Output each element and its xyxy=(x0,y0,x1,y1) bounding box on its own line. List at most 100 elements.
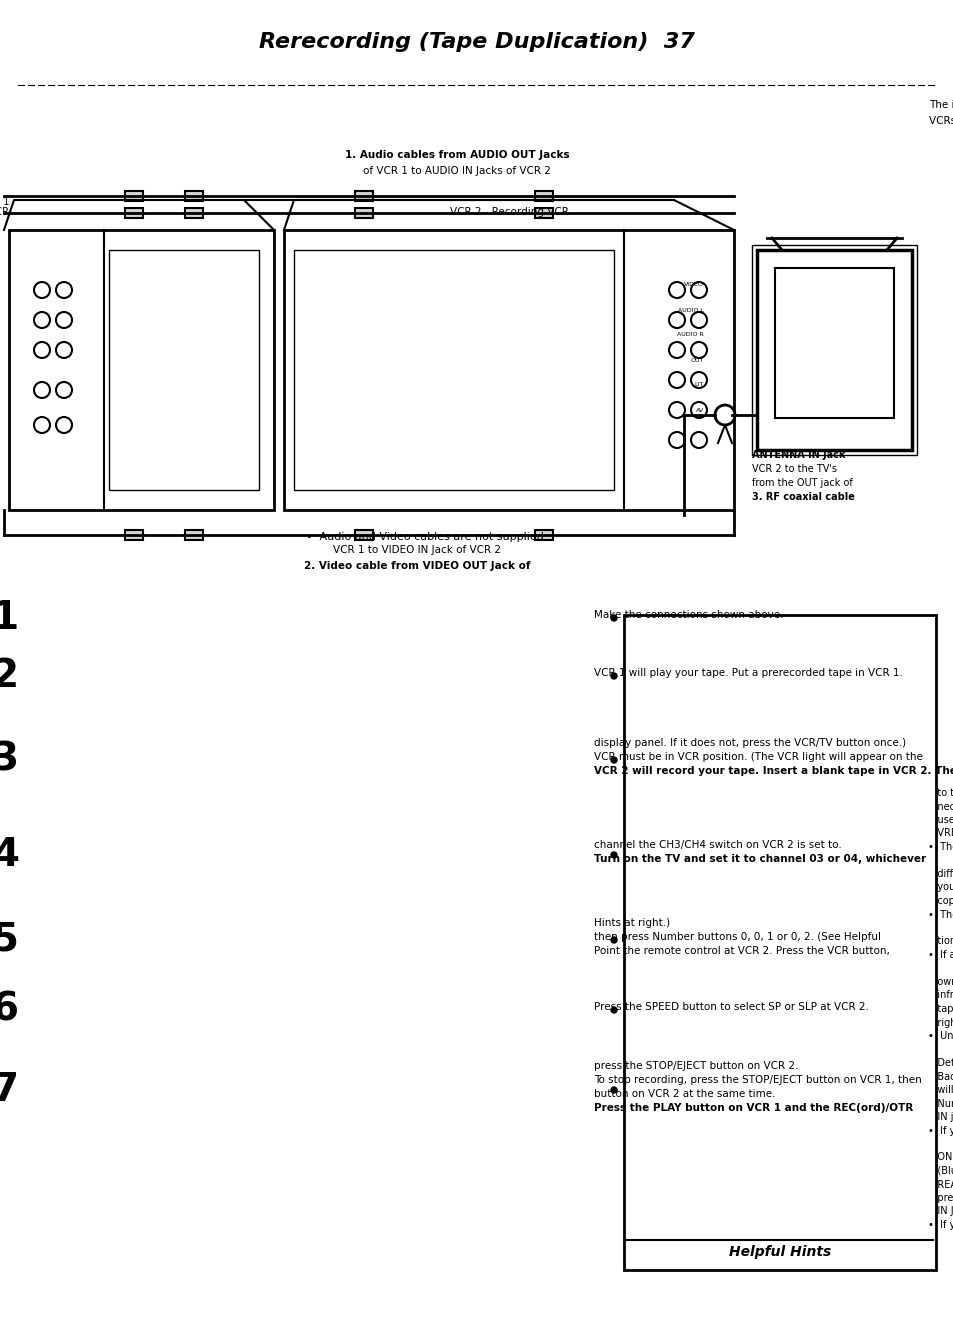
Bar xyxy=(185,191,203,201)
Text: VCR 2 will record your tape. Insert a blank tape in VCR 2. The: VCR 2 will record your tape. Insert a bl… xyxy=(594,766,953,776)
Circle shape xyxy=(610,673,617,678)
Text: infringe on the rights of copyright: infringe on the rights of copyright xyxy=(927,990,953,1001)
Text: •  If a program has copyright protec-: • If a program has copyright protec- xyxy=(927,950,953,960)
Bar xyxy=(535,191,553,201)
Text: •  These instructions show you how to: • These instructions show you how to xyxy=(927,909,953,920)
Text: Press the PLAY button on VCR 1 and the REC(ord)/OTR: Press the PLAY button on VCR 1 and the R… xyxy=(594,1102,912,1113)
Bar xyxy=(355,208,373,219)
Text: The instructions on this page show you how to copy tapes. The illustration uses : The instructions on this page show you h… xyxy=(928,100,953,111)
Text: VCR 2 - Recording VCR: VCR 2 - Recording VCR xyxy=(449,207,568,217)
Text: To stop recording, press the STOP/EJECT button on VCR 1, then: To stop recording, press the STOP/EJECT … xyxy=(594,1074,921,1085)
Circle shape xyxy=(714,405,734,425)
Text: 3: 3 xyxy=(0,741,19,778)
Circle shape xyxy=(690,403,706,419)
Bar xyxy=(284,231,733,511)
Text: owners and violate copyright laws.: owners and violate copyright laws. xyxy=(927,977,953,986)
Text: IN jacks on the front of VCR 2, press: IN jacks on the front of VCR 2, press xyxy=(927,1112,953,1122)
Circle shape xyxy=(668,403,684,419)
Text: 4: 4 xyxy=(0,836,19,874)
Text: button on VCR 2 at the same time.: button on VCR 2 at the same time. xyxy=(594,1089,775,1098)
Circle shape xyxy=(56,283,71,299)
Text: press the STOP/EJECT button on VCR 2.: press the STOP/EJECT button on VCR 2. xyxy=(594,1061,798,1070)
Text: LIT: LIT xyxy=(694,383,703,388)
Text: tion, it may not record clearly.: tion, it may not record clearly. xyxy=(927,937,953,946)
Circle shape xyxy=(690,432,706,448)
Circle shape xyxy=(690,283,706,299)
Text: nect the AUDIO OUT jack on VCR 1: nect the AUDIO OUT jack on VCR 1 xyxy=(927,801,953,812)
Circle shape xyxy=(56,343,71,359)
Circle shape xyxy=(668,343,684,359)
Circle shape xyxy=(690,312,706,328)
Text: 7: 7 xyxy=(0,1070,19,1109)
Text: AV: AV xyxy=(695,408,703,412)
Text: Make the connections shown above.: Make the connections shown above. xyxy=(594,611,782,620)
Text: Point the remote control at VCR 2. Press the VCR button,: Point the remote control at VCR 2. Press… xyxy=(594,946,889,956)
Text: to the AUDIO IN jack on VCR 2.: to the AUDIO IN jack on VCR 2. xyxy=(927,788,953,798)
Text: Playing VCR: Playing VCR xyxy=(0,207,9,217)
Circle shape xyxy=(668,372,684,388)
Text: VCR 1: VCR 1 xyxy=(0,197,9,207)
Text: will appear on the screen. (Blue: will appear on the screen. (Blue xyxy=(927,1085,953,1094)
Text: IN Jacks on the back of VCR 2,: IN Jacks on the back of VCR 2, xyxy=(927,1206,953,1217)
Text: from the OUT jack of: from the OUT jack of xyxy=(751,479,852,488)
Text: 6: 6 xyxy=(0,990,19,1029)
Text: tapes, or other materials may: tapes, or other materials may xyxy=(927,1004,953,1014)
Bar xyxy=(774,268,893,419)
Text: •  The VCR in the figure above is the: • The VCR in the figure above is the xyxy=(927,842,953,852)
Text: yours. Different VCRs may operate: yours. Different VCRs may operate xyxy=(927,882,953,893)
Text: use a single-plug audio cable to con-: use a single-plug audio cable to con- xyxy=(927,814,953,825)
Circle shape xyxy=(34,312,50,328)
Text: (Blue Background should be set to: (Blue Background should be set to xyxy=(927,1166,953,1176)
Text: 3. RF coaxial cable: 3. RF coaxial cable xyxy=(751,492,854,503)
Bar xyxy=(751,245,916,455)
Text: VCR 1 to VIDEO IN Jack of VCR 2: VCR 1 to VIDEO IN Jack of VCR 2 xyxy=(333,545,500,555)
Bar xyxy=(623,615,935,1270)
Text: then press Number buttons 0, 0, 1 or 0, 2. (See Helpful: then press Number buttons 0, 0, 1 or 0, … xyxy=(594,932,880,942)
Text: Hints at right.): Hints at right.) xyxy=(594,918,669,928)
Text: differently.: differently. xyxy=(927,869,953,878)
Circle shape xyxy=(56,383,71,399)
Bar xyxy=(355,531,373,540)
Circle shape xyxy=(34,383,50,399)
Bar xyxy=(294,251,614,491)
Circle shape xyxy=(668,432,684,448)
Text: VCR 2 to the TV's: VCR 2 to the TV's xyxy=(751,464,836,475)
Text: •  Unauthorized recording of copy-: • Unauthorized recording of copy- xyxy=(927,1030,953,1041)
Bar xyxy=(185,531,203,540)
Text: ON. Details are on page 50.): ON. Details are on page 50.) xyxy=(927,1153,953,1162)
Text: Background should be set to ON.: Background should be set to ON. xyxy=(927,1072,953,1081)
Text: press Number buttons 0, 1. AV: press Number buttons 0, 1. AV xyxy=(927,1193,953,1202)
Text: Turn on the TV and set it to channel 03 or 04, whichever: Turn on the TV and set it to channel 03 … xyxy=(594,854,925,864)
Circle shape xyxy=(668,283,684,299)
Text: of VCR 1 to AUDIO IN Jacks of VCR 2: of VCR 1 to AUDIO IN Jacks of VCR 2 xyxy=(363,167,551,176)
Circle shape xyxy=(610,1006,617,1013)
Bar xyxy=(109,251,258,491)
Circle shape xyxy=(34,283,50,299)
Text: Rerecording (Tape Duplication)  37: Rerecording (Tape Duplication) 37 xyxy=(259,32,694,52)
Circle shape xyxy=(610,757,617,762)
Text: 2: 2 xyxy=(0,657,19,694)
Circle shape xyxy=(34,417,50,433)
Text: •  If you use the AUDIO and VIDEO: • If you use the AUDIO and VIDEO xyxy=(927,1125,953,1136)
Text: VCR 1 will play your tape. Put a prerecorded tape in VCR 1.: VCR 1 will play your tape. Put a prereco… xyxy=(594,668,902,678)
Bar xyxy=(125,531,143,540)
Circle shape xyxy=(610,615,617,621)
Bar xyxy=(9,231,274,511)
Circle shape xyxy=(34,343,50,359)
Bar xyxy=(185,208,203,219)
Text: VIDEO: VIDEO xyxy=(683,283,703,288)
Bar xyxy=(535,531,553,540)
Text: channel the CH3/CH4 switch on VCR 2 is set to.: channel the CH3/CH4 switch on VCR 2 is s… xyxy=(594,840,841,850)
Circle shape xyxy=(56,417,71,433)
Bar xyxy=(355,191,373,201)
Text: VRB661. If you have the VRB461,: VRB661. If you have the VRB461, xyxy=(927,829,953,838)
Text: AUDIO L: AUDIO L xyxy=(678,308,703,312)
Text: copy tapes using two VCRs like: copy tapes using two VCRs like xyxy=(927,896,953,906)
Bar xyxy=(125,208,143,219)
Text: REAR will appear on the screen.: REAR will appear on the screen. xyxy=(927,1180,953,1189)
Text: Press the SPEED button to select SP or SLP at VCR 2.: Press the SPEED button to select SP or S… xyxy=(594,1002,868,1012)
Text: VCR must be in VCR position. (The VCR light will appear on the: VCR must be in VCR position. (The VCR li… xyxy=(594,752,922,762)
Text: Helpful Hints: Helpful Hints xyxy=(728,1245,830,1258)
Circle shape xyxy=(668,312,684,328)
Text: Details are on page 50.): Details are on page 50.) xyxy=(927,1058,953,1068)
